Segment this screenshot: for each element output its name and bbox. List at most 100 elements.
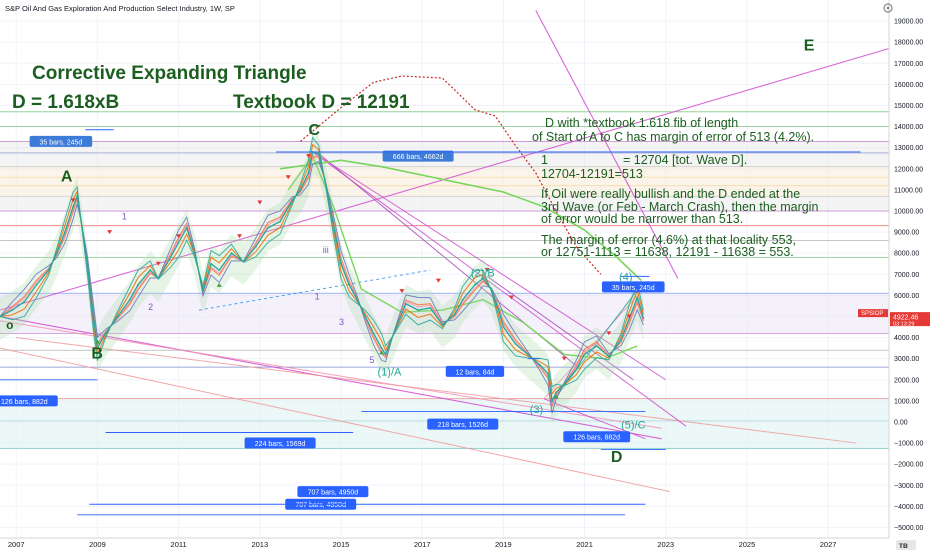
trendline	[0, 347, 670, 493]
notes-block: D with *textbook 1.618 fib of length of …	[532, 116, 818, 259]
range-measure-layer: 35 bars, 245d 666 bars, 4662d 126 bars, 88…	[0, 129, 861, 516]
price-point	[80, 220, 83, 223]
x-axis[interactable]: 2007 2009 2011 2013 2015 2017 2019 2021 2023 2025…	[0, 537, 889, 549]
headline-corrective-triangle: Corrective Expanding Triangle	[32, 63, 307, 84]
x-tick-label: 2011	[171, 540, 187, 549]
price-point	[461, 298, 464, 301]
price-point	[323, 178, 326, 181]
y-tick-label: −2000.00	[894, 462, 923, 469]
note-line-2b: 12704-12191=513	[541, 167, 643, 181]
range-label-box[interactable]	[563, 431, 631, 443]
note-line-1b: of Start of A to C has margin of error o…	[532, 130, 814, 144]
y-tick-label: 19000.00	[894, 19, 923, 26]
y-tick-label: 13000.00	[894, 145, 923, 152]
trendline	[535, 10, 679, 279]
price-point	[620, 338, 622, 341]
price-point	[384, 353, 387, 356]
sell-marker	[508, 295, 514, 300]
wave-label: 5	[369, 355, 374, 365]
price-point	[551, 399, 553, 402]
logo-background	[896, 540, 916, 550]
price-point	[575, 368, 578, 371]
sell-marker	[626, 314, 632, 319]
logo-text: тв	[899, 541, 908, 550]
price-point	[608, 355, 610, 358]
price-point	[417, 309, 420, 312]
price-point	[23, 300, 26, 303]
price-point	[380, 347, 383, 350]
note-line-1a: D with *textbook 1.618 fib of length	[545, 116, 738, 130]
note-line-4a: The margin of error (4.6%) at that local…	[541, 233, 796, 247]
wave-label: B	[91, 346, 103, 363]
price-point	[490, 288, 493, 290]
price-point	[331, 220, 334, 223]
sell-marker	[257, 200, 263, 205]
wave-label: (3)	[530, 404, 543, 416]
note-line-3b: 3rd Wave (or Feb - March Crash), then th…	[541, 200, 818, 214]
price-point	[242, 260, 245, 263]
x-tick-label: 2021	[576, 540, 593, 549]
trendline	[16, 337, 857, 444]
price-tag-box	[890, 312, 930, 327]
price-point	[193, 252, 196, 255]
range-label-box[interactable]	[427, 418, 499, 430]
headline-textbook-d: Textbook D = 12191	[233, 92, 410, 113]
sell-marker	[606, 331, 612, 336]
sell-marker	[399, 289, 405, 294]
y-tick-label: 14000.00	[894, 124, 923, 131]
sell-marker	[70, 198, 76, 203]
shaded-zones	[0, 141, 889, 449]
x-tick-label: 2013	[251, 540, 268, 549]
y-tick-label: 16000.00	[894, 82, 923, 89]
price-point	[299, 188, 302, 191]
y-tick-label: −4000.00	[894, 504, 923, 511]
x-tick-label: 2009	[89, 540, 106, 549]
sell-marker	[306, 154, 312, 159]
wave-label: A	[61, 168, 73, 185]
price-point	[583, 353, 586, 356]
range-label-box[interactable]	[0, 395, 58, 407]
range-label-box[interactable]	[29, 135, 93, 147]
y-tick-label: 12000.00	[894, 166, 923, 173]
price-point	[642, 317, 645, 320]
price-point	[96, 347, 99, 350]
x-tick-label: 2023	[657, 540, 674, 549]
price-point	[498, 311, 501, 314]
symbol-tag-box	[858, 309, 888, 318]
price-point	[482, 277, 484, 280]
sell-marker	[561, 356, 567, 361]
zone-band	[0, 166, 889, 197]
tradingview-logo[interactable]: тв	[896, 540, 916, 550]
range-label-box[interactable]	[382, 150, 454, 162]
price-point	[307, 172, 310, 174]
price-point	[563, 383, 566, 385]
price-point	[555, 391, 558, 394]
sell-marker	[176, 234, 182, 239]
y-tick-label: 10000.00	[894, 208, 923, 215]
wave-label: 2	[148, 302, 153, 312]
range-label-box[interactable]	[445, 365, 505, 377]
wave-label: C	[309, 122, 321, 139]
price-point	[76, 195, 79, 198]
range-label-box[interactable]	[297, 486, 369, 498]
trendline	[555, 284, 642, 397]
y-tick-label: −1000.00	[894, 441, 923, 448]
x-tick-label: 2025	[739, 540, 756, 549]
range-label-box[interactable]	[601, 281, 665, 293]
price-point	[405, 302, 407, 305]
price-point	[210, 262, 212, 265]
price-point	[92, 315, 95, 318]
range-label: 35 bars, 245d	[39, 139, 82, 146]
trendline	[543, 290, 642, 400]
price-point	[356, 298, 359, 301]
buy-marker	[379, 350, 385, 355]
settings-gear-icon[interactable]	[883, 3, 893, 13]
y-tick-label: 7000.00	[894, 272, 919, 279]
y-tick-label: 18000.00	[894, 40, 923, 47]
y-tick-label: 6000.00	[894, 293, 919, 300]
price-point	[364, 315, 367, 318]
x-tick-label: 2015	[333, 540, 350, 549]
price-point	[202, 290, 204, 293]
range-label-box[interactable]	[244, 437, 316, 449]
